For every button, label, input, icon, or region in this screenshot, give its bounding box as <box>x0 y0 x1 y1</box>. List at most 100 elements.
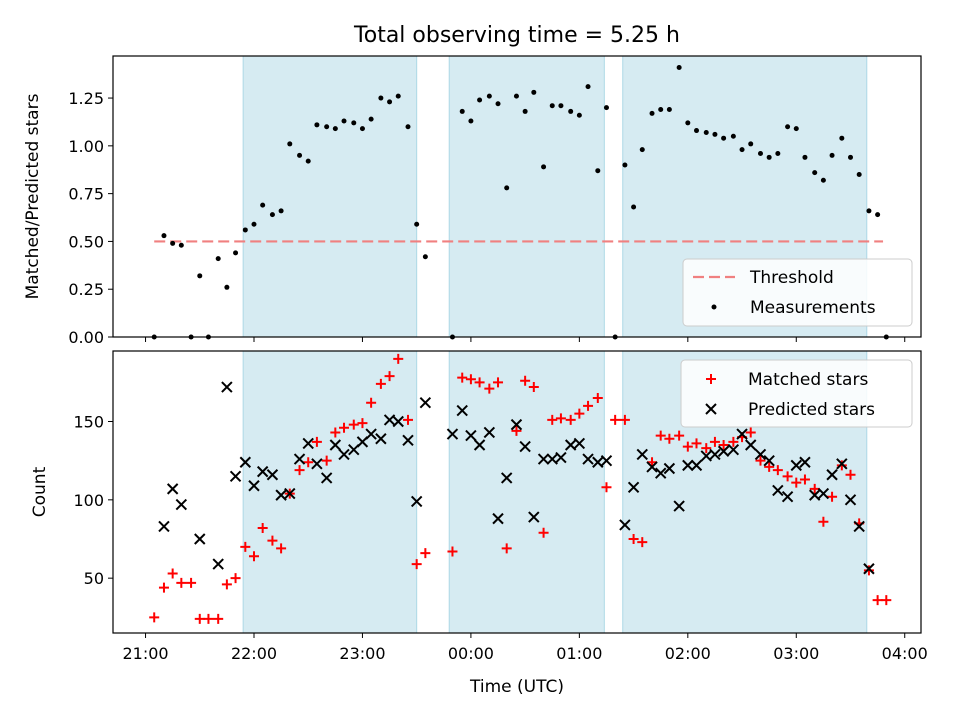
measurement-point <box>468 118 474 124</box>
matched-star-marker <box>799 474 810 485</box>
matched-star-marker <box>321 455 332 466</box>
matched-star-marker <box>221 579 232 590</box>
matched-star-marker <box>457 372 468 383</box>
matched-star-marker <box>674 430 685 441</box>
measurement-point <box>829 152 835 158</box>
measurement-point <box>161 233 167 239</box>
measurement-point <box>585 84 591 90</box>
matched-star-marker <box>339 422 350 433</box>
matched-star-marker <box>303 457 314 468</box>
measurement-point <box>531 89 537 95</box>
legend: Matched stars Predicted stars <box>680 359 913 428</box>
measurement-point <box>459 108 465 114</box>
matched-star-marker <box>818 516 829 527</box>
predicted-star-marker <box>853 520 865 533</box>
predicted-star-marker <box>402 434 414 447</box>
predicted-star-marker <box>166 483 179 495</box>
matched-star-marker <box>718 440 729 450</box>
measurement-point <box>314 122 320 128</box>
measurement-point <box>757 150 763 156</box>
axes-frame <box>112 350 922 634</box>
predicted-star-marker <box>772 484 784 497</box>
subplot-1: 0.00 0.25 0.50 0.75 1.00 1.25 Matched/Predicte… <box>23 55 922 347</box>
measurement-point <box>422 254 428 260</box>
y-tick-label: 0.00 <box>68 328 104 347</box>
matched-star-marker <box>827 491 838 502</box>
predicted-star-marker <box>654 467 667 479</box>
observing-window-band <box>242 55 418 338</box>
predicted-star-marker <box>528 511 540 523</box>
matched-star-marker <box>691 438 702 449</box>
matched-star-marker <box>619 414 630 425</box>
predicted-star-marker <box>564 439 577 451</box>
matched-star-marker <box>465 374 476 385</box>
measurement-point <box>866 208 872 214</box>
measurement-point <box>549 103 555 109</box>
subplot-2: 50 100 150 21:00 22:00 23:00 00:00 01:00 02:00 03… <box>30 350 928 697</box>
predicted-star-marker <box>465 429 477 442</box>
matched-star-marker <box>311 436 322 447</box>
predicted-star-marker <box>410 495 423 508</box>
matched-star-marker <box>728 436 739 447</box>
measurement-point <box>395 93 401 99</box>
predicted-star-marker <box>446 428 459 440</box>
predicted-star-marker <box>510 418 523 431</box>
y-axis-label: Matched/Predicted stars <box>23 93 43 299</box>
legend: Threshold Measurements <box>682 258 913 327</box>
measurement-point <box>856 172 862 178</box>
matched-star-marker <box>574 408 585 419</box>
predicted-star-marker <box>221 381 233 393</box>
matched-star-marker <box>203 613 214 624</box>
matched-star-marker <box>149 612 160 623</box>
predicted-star-marker <box>175 498 188 511</box>
measurement-point <box>332 126 338 132</box>
measurement-point <box>287 141 293 147</box>
predicted-star-marker <box>546 453 558 465</box>
measurement-point <box>269 212 275 218</box>
predicted-star-marker <box>311 458 323 470</box>
matched-star-marker <box>511 425 522 436</box>
measurement-point <box>793 126 799 132</box>
predicted-star-marker <box>700 450 712 462</box>
matched-star-marker <box>267 535 278 546</box>
measurement-point <box>405 124 411 130</box>
predicted-star-marker <box>582 453 594 465</box>
predicted-star-marker <box>320 472 333 484</box>
observing-window-band <box>448 350 605 634</box>
matched-star-marker <box>755 455 766 466</box>
measurement-point <box>739 147 745 153</box>
predicted-star-marker <box>293 453 306 465</box>
y-tick-label: 150 <box>73 413 104 432</box>
measurement-point <box>170 240 176 246</box>
predicted-star-marker <box>646 461 658 473</box>
measurement-point <box>513 93 519 99</box>
predicted-star-marker <box>781 490 794 503</box>
predicted-star-marker <box>492 512 504 525</box>
matched-star-marker <box>655 430 666 441</box>
matched-star-marker <box>484 383 495 394</box>
predicted-star-marker <box>690 459 703 472</box>
measurement-point <box>297 152 303 158</box>
matched-star-marker <box>809 483 820 494</box>
axes-frame <box>112 55 922 338</box>
predicted-star-marker <box>663 462 676 475</box>
x-tick-label: 01:00 <box>556 644 602 663</box>
predicted-star-marker <box>844 494 857 506</box>
measurement-point <box>812 170 818 176</box>
matched-star-marker <box>863 565 874 576</box>
measurement-point <box>495 101 501 107</box>
predicted-star-marker <box>329 439 342 451</box>
legend-threshold-label: Threshold <box>749 268 834 288</box>
matched-star-marker <box>538 527 549 538</box>
x-tick-label: 00:00 <box>448 644 494 663</box>
x-tick-label: 02:00 <box>665 644 711 663</box>
matched-star-marker <box>230 573 241 584</box>
predicted-star-marker <box>736 428 748 440</box>
matched-star-marker <box>782 471 793 482</box>
predicted-star-marker <box>619 519 631 531</box>
predicted-star-marker <box>473 439 486 451</box>
legend-predicted-swatch <box>705 403 717 415</box>
matched-star-marker <box>420 548 431 559</box>
predicted-star-marker <box>799 456 811 468</box>
measurement-point <box>486 93 492 99</box>
